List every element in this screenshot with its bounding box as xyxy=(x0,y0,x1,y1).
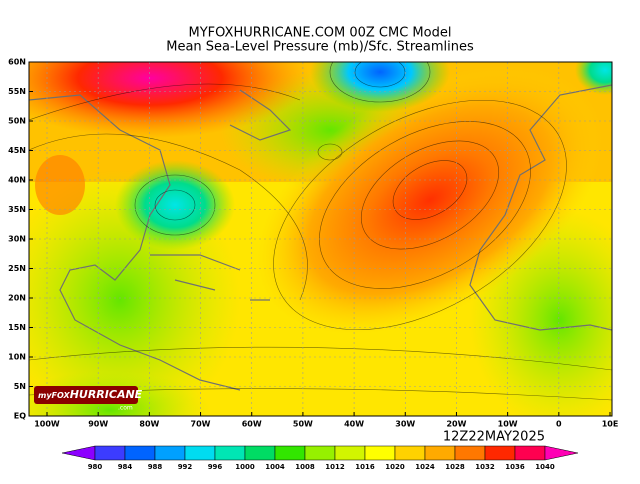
lon-label: 40W xyxy=(344,420,364,429)
lon-label: 60W xyxy=(242,420,262,429)
lon-label: 10E xyxy=(602,420,619,429)
lat-label: 50N xyxy=(8,117,26,126)
logo-suffix: .com xyxy=(118,405,133,412)
colorbar-label: 984 xyxy=(118,463,133,471)
colorbar-box xyxy=(334,445,366,461)
lat-label: 40N xyxy=(8,176,26,185)
lon-label: 10W xyxy=(498,420,518,429)
lon-label: 90W xyxy=(88,420,108,429)
colorbar-box xyxy=(274,445,306,461)
colorbar-label: 1020 xyxy=(385,463,405,471)
colorbar-box xyxy=(514,445,546,461)
lat-label: 35N xyxy=(8,205,26,214)
lon-label: 20W xyxy=(446,420,466,429)
colorbar-label: 1000 xyxy=(235,463,255,471)
colorbar-label: 996 xyxy=(208,463,223,471)
colorbar-box xyxy=(394,445,426,461)
title-line: MYFOXHURRICANE.COM 00Z CMC Model xyxy=(189,26,452,41)
valid-time: 12Z22MAY2025 xyxy=(443,430,545,445)
lat-label: 55N xyxy=(8,87,26,96)
lat-label: 20N xyxy=(8,294,26,303)
lat-label: 45N xyxy=(8,146,26,155)
colorbar-end xyxy=(61,445,96,461)
lon-label: 80W xyxy=(139,420,159,429)
lon-label: 100W xyxy=(34,420,60,429)
colorbar-label: 1024 xyxy=(415,463,435,471)
colorbar-end xyxy=(544,445,579,461)
colorbar-box xyxy=(184,445,216,461)
colorbar-box xyxy=(124,445,156,461)
lon-label: 0 xyxy=(556,420,562,429)
colorbar-label: 1016 xyxy=(355,463,375,471)
colorbar-label: 992 xyxy=(178,463,193,471)
colorbar-label: 1012 xyxy=(325,463,345,471)
colorbar-label: 1032 xyxy=(475,463,495,471)
colorbar-box xyxy=(424,445,456,461)
colorbar-box xyxy=(94,445,126,461)
lat-label: 30N xyxy=(8,235,26,244)
colorbar-box xyxy=(454,445,486,461)
lon-label: 30W xyxy=(395,420,415,429)
lat-label: 15N xyxy=(8,323,26,332)
colorbar-label: 1004 xyxy=(265,463,285,471)
colorbar-label: 1008 xyxy=(295,463,315,471)
colorbar-label: 1028 xyxy=(445,463,465,471)
logo-brand: myFOX xyxy=(38,391,71,400)
colorbar: 980 984 988 992 996 1000 1004 1008 1012 1016 1020 1… xyxy=(61,445,579,471)
logo-background xyxy=(34,386,138,404)
colorbar-label: 980 xyxy=(88,463,103,471)
colorbar-box xyxy=(244,445,276,461)
colorbar-box xyxy=(484,445,516,461)
title-line: Mean Sea-Level Pressure (mb)/Sfc. Stream… xyxy=(166,40,474,55)
colorbar-box xyxy=(364,445,396,461)
graticule xyxy=(29,62,612,416)
axis-labels: 60N 55N 50N 45N 40N 35N 30N 25N 20N 15N 10N 5N EQ 100… xyxy=(8,58,618,429)
lat-label: 5N xyxy=(14,382,26,391)
logo-text: myFOXHURRICANE xyxy=(38,388,143,401)
lat-label: 60N xyxy=(8,58,26,67)
logo-name: HURRICANE xyxy=(70,388,143,401)
colorbar-box xyxy=(304,445,336,461)
title: MYFOXHURRICANE.COM 00Z CMC Model Mean Se… xyxy=(166,26,474,55)
colorbar-box xyxy=(214,445,246,461)
logo: myFOXHURRICANE .com xyxy=(34,386,143,412)
colorbar-box xyxy=(154,445,186,461)
lat-label: 10N xyxy=(8,353,26,362)
lon-label: 50W xyxy=(293,420,313,429)
pressure-field xyxy=(29,62,612,416)
colorbar-label: 1040 xyxy=(535,463,555,471)
lon-label: 70W xyxy=(191,420,211,429)
colorbar-label: 988 xyxy=(148,463,163,471)
lat-label: EQ xyxy=(14,412,26,421)
colorbar-label: 1036 xyxy=(505,463,525,471)
lat-label: 25N xyxy=(8,264,26,273)
